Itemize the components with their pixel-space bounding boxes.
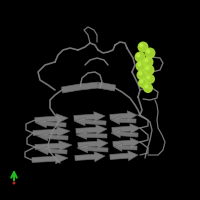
Polygon shape (110, 111, 137, 121)
Circle shape (138, 71, 142, 75)
Circle shape (12, 182, 16, 184)
Circle shape (146, 49, 150, 53)
Circle shape (134, 51, 146, 62)
Circle shape (136, 53, 140, 57)
Circle shape (139, 43, 143, 47)
Circle shape (137, 62, 141, 66)
Polygon shape (77, 145, 108, 153)
Circle shape (136, 70, 148, 80)
Circle shape (144, 47, 156, 58)
Polygon shape (75, 152, 105, 162)
Polygon shape (36, 120, 66, 128)
Polygon shape (33, 127, 70, 137)
Circle shape (144, 58, 148, 62)
Polygon shape (62, 84, 80, 93)
Polygon shape (76, 131, 107, 139)
Circle shape (144, 64, 154, 75)
Polygon shape (35, 114, 68, 124)
Polygon shape (37, 133, 68, 141)
Circle shape (136, 60, 146, 72)
Circle shape (140, 80, 143, 83)
Polygon shape (32, 154, 68, 164)
Polygon shape (74, 118, 106, 126)
Polygon shape (112, 124, 140, 134)
Polygon shape (110, 151, 138, 161)
Polygon shape (35, 141, 72, 151)
Circle shape (145, 85, 148, 88)
Polygon shape (111, 130, 138, 138)
Polygon shape (80, 82, 98, 90)
Circle shape (138, 78, 148, 88)
Circle shape (147, 76, 150, 79)
Circle shape (138, 42, 148, 52)
Polygon shape (74, 112, 105, 122)
Polygon shape (114, 143, 137, 151)
Polygon shape (78, 139, 108, 149)
Circle shape (145, 74, 155, 84)
Circle shape (145, 66, 149, 70)
Polygon shape (97, 82, 116, 91)
Circle shape (142, 56, 154, 68)
Polygon shape (113, 138, 140, 148)
Polygon shape (111, 116, 136, 124)
Circle shape (143, 83, 153, 93)
Polygon shape (76, 125, 107, 135)
Polygon shape (38, 147, 67, 155)
